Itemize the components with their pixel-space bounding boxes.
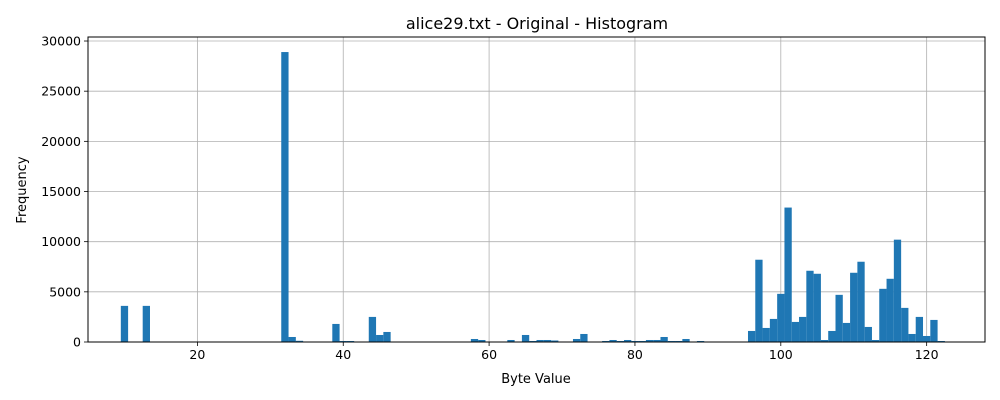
histogram-bar xyxy=(842,322,851,342)
histogram-bar xyxy=(602,340,610,342)
histogram-bar xyxy=(120,305,129,342)
histogram-bar xyxy=(864,326,872,342)
histogram-bar xyxy=(667,340,676,342)
bars xyxy=(120,52,945,342)
histogram-bar xyxy=(835,294,843,342)
histogram-bar xyxy=(332,323,340,342)
histogram-bar xyxy=(879,288,887,342)
histogram-bar xyxy=(507,339,515,342)
histogram-bar xyxy=(893,239,902,342)
histogram-bar xyxy=(572,338,581,342)
histogram-bar xyxy=(791,321,800,342)
y-tick-label: 30000 xyxy=(41,34,81,49)
histogram-bar xyxy=(820,339,829,342)
histogram-bar xyxy=(281,52,289,342)
histogram-bar xyxy=(521,334,530,342)
histogram-bar xyxy=(346,340,355,342)
chart-title: alice29.txt - Original - Histogram xyxy=(406,14,668,33)
histogram-bar xyxy=(142,305,150,342)
y-tick-label: 15000 xyxy=(41,184,81,199)
histogram-bar xyxy=(777,293,785,342)
histogram-bar xyxy=(747,330,756,342)
histogram-bar xyxy=(769,318,778,342)
y-axis-ticks: 0 5000 10000 15000 20000 25000 30000 xyxy=(41,34,88,350)
x-tick-label: 120 xyxy=(915,347,939,362)
histogram-bar xyxy=(937,340,945,342)
histogram-bar xyxy=(682,338,690,342)
histogram-bar xyxy=(886,278,894,342)
histogram-bar xyxy=(295,340,304,342)
histogram-bar xyxy=(908,333,916,342)
histogram-bar xyxy=(536,339,544,342)
x-tick-label: 100 xyxy=(769,347,793,362)
histogram-bar xyxy=(915,316,924,342)
histogram-bar xyxy=(813,273,821,342)
histogram-bar xyxy=(638,340,646,342)
histogram-bar xyxy=(551,340,559,342)
y-tick-label: 25000 xyxy=(41,84,81,99)
histogram-bar xyxy=(580,333,588,342)
y-tick-label: 20000 xyxy=(41,134,81,149)
histogram-bar xyxy=(850,272,858,342)
histogram-bar xyxy=(871,339,880,342)
histogram-bar xyxy=(543,339,552,342)
histogram-bar xyxy=(660,336,668,342)
plot-area-frame xyxy=(87,36,986,343)
histogram-bar xyxy=(478,339,486,342)
histogram-bar xyxy=(857,261,865,342)
histogram-bar xyxy=(901,307,909,342)
histogram-bar xyxy=(470,338,479,342)
x-tick-label: 40 xyxy=(335,347,351,362)
histogram-bar xyxy=(645,339,654,342)
y-tick-label: 5000 xyxy=(49,284,81,299)
histogram-bar xyxy=(696,340,705,342)
histogram-bar xyxy=(529,340,537,342)
y-axis-label: Frequency xyxy=(15,156,30,223)
x-axis-ticks: 20 40 60 80 100 120 xyxy=(189,342,939,362)
histogram-bar xyxy=(624,339,632,342)
histogram-bar xyxy=(675,340,683,342)
histogram-bar xyxy=(784,207,792,342)
histogram-bar xyxy=(383,331,391,342)
x-tick-label: 20 xyxy=(189,347,205,362)
histogram-bar xyxy=(806,270,814,342)
histogram-bar xyxy=(828,330,836,342)
histogram-bar xyxy=(376,334,384,342)
histogram-bar xyxy=(930,319,938,342)
histogram-bar xyxy=(616,340,625,342)
histogram-bar xyxy=(923,335,931,342)
y-tick-label: 10000 xyxy=(41,234,81,249)
histogram-bar xyxy=(653,339,661,342)
x-axis-label: Byte Value xyxy=(501,372,571,387)
y-tick-label: 0 xyxy=(73,335,81,350)
histogram-bar xyxy=(609,339,617,342)
histogram-bar xyxy=(799,316,807,342)
histogram-bar xyxy=(339,340,347,342)
histogram-bar xyxy=(288,336,296,342)
histogram-bar xyxy=(762,327,770,342)
x-tick-label: 60 xyxy=(481,347,497,362)
histogram-bar xyxy=(368,316,377,342)
x-tick-label: 80 xyxy=(627,347,643,362)
histogram-bar xyxy=(755,259,763,342)
histogram-bar xyxy=(631,340,639,342)
